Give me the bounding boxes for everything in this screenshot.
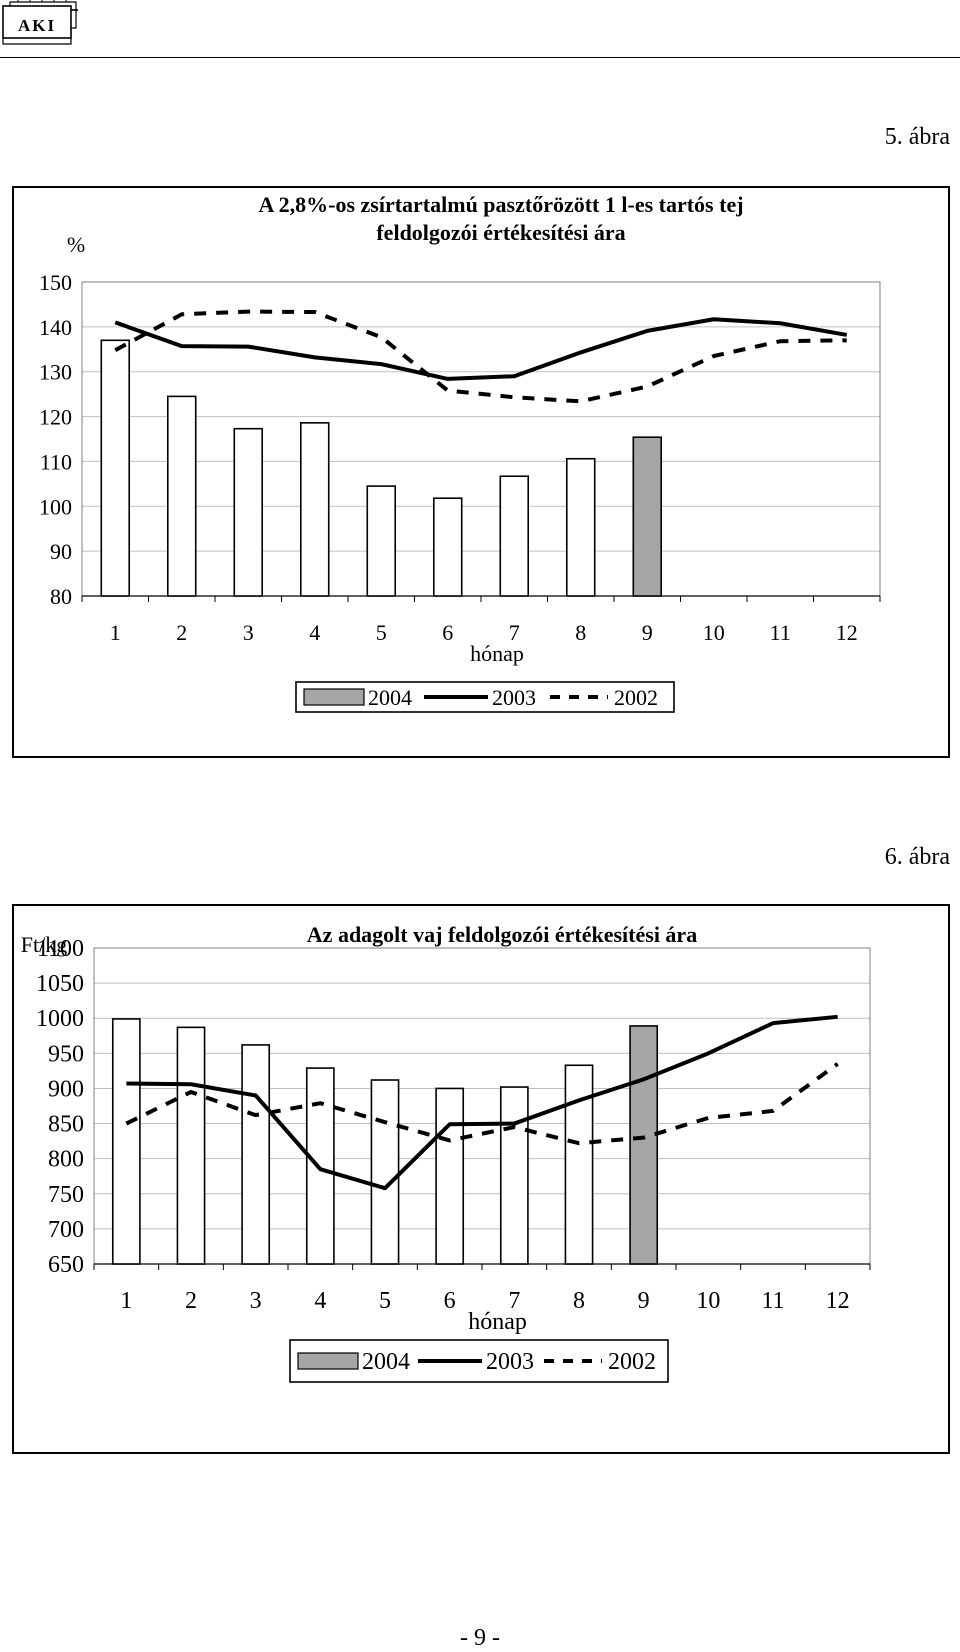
bar-2004 xyxy=(565,457,596,597)
x-tick-label: 10 xyxy=(703,620,725,645)
y-tick-label: 130 xyxy=(39,360,72,385)
legend-label: 2003 xyxy=(486,1349,534,1375)
y-tick-label: 650 xyxy=(48,1252,84,1278)
x-tick-label: 7 xyxy=(508,1288,520,1314)
y-tick-label: 1100 xyxy=(37,936,84,962)
x-tick-label: 2 xyxy=(176,620,187,645)
y-tick-label: 90 xyxy=(50,539,72,564)
x-tick-label: 5 xyxy=(379,1288,391,1314)
x-tick-label: 5 xyxy=(376,620,387,645)
line-series-2002 xyxy=(125,1062,839,1146)
y-tick-label: 1000 xyxy=(36,1006,84,1032)
y-tick-label: 850 xyxy=(48,1112,84,1138)
legend-label: 2004 xyxy=(362,1349,410,1375)
page-number: - 9 - xyxy=(460,1625,500,1651)
plot-area xyxy=(81,281,881,597)
bar-2004 xyxy=(366,485,397,597)
y-tick-label: 120 xyxy=(39,405,72,430)
bar-2004 xyxy=(499,1086,529,1265)
figure-label-6: 6. ábra xyxy=(884,844,950,870)
legend-label: 2004 xyxy=(368,685,412,710)
x-tick-label: 4 xyxy=(314,1288,326,1314)
chart-1-frame: A 2,8%-os zsírtartalmú pasztőrözött 1 l-… xyxy=(12,186,950,758)
aki-logo: AKI xyxy=(2,0,78,45)
bar-2004 xyxy=(166,395,197,597)
legend-label: 2002 xyxy=(608,1349,656,1375)
chart-title: A 2,8%-os zsírtartalmú pasztőrözött 1 l-… xyxy=(258,192,743,217)
x-tick-label: 8 xyxy=(573,1288,585,1314)
header-rule xyxy=(0,57,960,58)
x-tick-label: 12 xyxy=(836,620,858,645)
y-tick-label: 700 xyxy=(48,1217,84,1243)
x-tick-label: 9 xyxy=(638,1288,650,1314)
x-tick-label: 1 xyxy=(120,1288,132,1314)
chart-title: Az adagolt vaj feldolgozói értékesítési … xyxy=(307,922,697,947)
bar-2004 xyxy=(632,436,663,597)
x-tick-label: 6 xyxy=(442,620,453,645)
y-axis-label: Ft/kg xyxy=(21,932,67,957)
x-axis-label: hónap xyxy=(470,641,524,666)
y-tick-label: 80 xyxy=(50,584,72,609)
y-tick-label: 1050 xyxy=(36,971,84,997)
x-tick-label: 6 xyxy=(444,1288,456,1314)
x-tick-label: 11 xyxy=(761,1288,784,1314)
chart-1: A 2,8%-os zsírtartalmú pasztőrözött 1 l-… xyxy=(39,192,881,713)
bar-2004 xyxy=(370,1079,400,1265)
plot-area xyxy=(93,947,871,1265)
x-tick-label: 7 xyxy=(509,620,520,645)
chart-2-frame: Az adagolt vaj feldolgozói értékesítési … xyxy=(12,904,950,1454)
x-tick-label: 1 xyxy=(110,620,121,645)
bar-2004 xyxy=(100,339,131,597)
x-tick-label: 3 xyxy=(243,620,254,645)
x-tick-label: 8 xyxy=(575,620,586,645)
legend-swatch-2004 xyxy=(297,1352,359,1370)
chart-subtitle: feldolgozói értékesítési ára xyxy=(376,220,625,245)
bar-2004 xyxy=(176,1026,206,1265)
y-tick-label: 900 xyxy=(48,1076,84,1102)
bar-2004 xyxy=(233,427,264,597)
line-series-2003 xyxy=(126,1014,838,1191)
y-tick-label: 140 xyxy=(39,315,72,340)
y-axis-label: % xyxy=(67,232,85,257)
y-tick-label: 950 xyxy=(48,1041,84,1067)
x-tick-label: 4 xyxy=(309,620,320,645)
bar-2004 xyxy=(432,497,463,597)
y-tick-label: 800 xyxy=(48,1147,84,1173)
bar-2004 xyxy=(499,475,530,597)
chart-2: Az adagolt vaj feldolgozói értékesítési … xyxy=(21,922,871,1383)
bar-2004 xyxy=(241,1044,271,1265)
figure-label-5: 5. ábra xyxy=(884,124,950,150)
y-tick-label: 100 xyxy=(39,494,72,519)
bar-2004 xyxy=(305,1067,335,1265)
y-tick-label: 750 xyxy=(48,1182,84,1208)
bar-2004 xyxy=(564,1064,594,1265)
y-tick-label: 110 xyxy=(40,449,72,474)
legend-swatch-2004 xyxy=(303,688,365,706)
bar-2004 xyxy=(435,1087,465,1265)
y-tick-label: 150 xyxy=(39,270,72,295)
svg-text:AKI: AKI xyxy=(18,16,56,35)
x-tick-label: 2 xyxy=(185,1288,197,1314)
x-tick-label: 9 xyxy=(642,620,653,645)
legend-label: 2003 xyxy=(492,685,536,710)
x-tick-label: 12 xyxy=(826,1288,850,1314)
line-series-2003 xyxy=(114,317,848,381)
line-series-2002 xyxy=(114,309,847,404)
x-tick-label: 10 xyxy=(696,1288,720,1314)
legend-label: 2002 xyxy=(614,685,658,710)
bar-2004 xyxy=(299,422,330,597)
bar-2004 xyxy=(629,1025,659,1265)
x-axis-label: hónap xyxy=(468,1309,527,1335)
x-tick-label: 11 xyxy=(770,620,791,645)
bar-2004 xyxy=(111,1018,141,1265)
x-tick-label: 3 xyxy=(250,1288,262,1314)
